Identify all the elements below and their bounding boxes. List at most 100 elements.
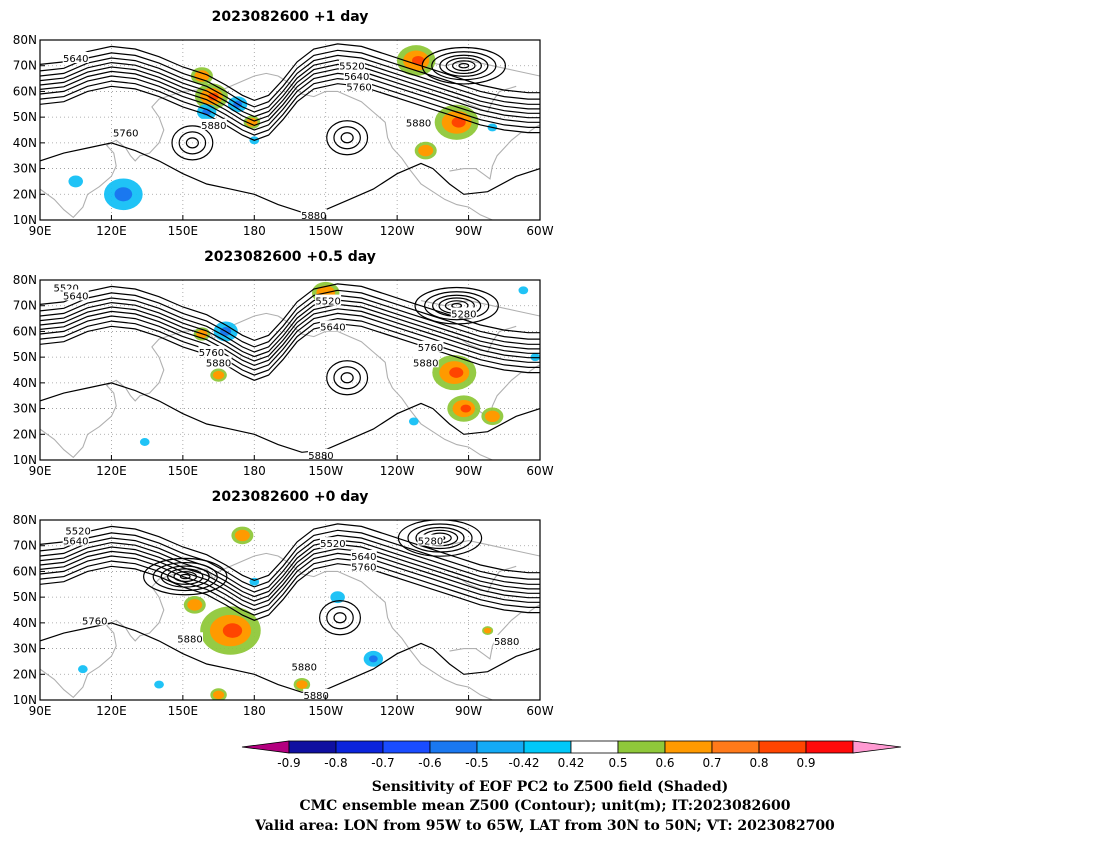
colorbar-swatch — [570, 740, 619, 754]
y-tick-label: 60N — [13, 324, 37, 338]
z500-contour — [40, 563, 540, 621]
contour-label: 5640 — [63, 291, 88, 302]
negative-sensitivity-area — [518, 286, 529, 295]
contour-label-bg — [350, 550, 377, 561]
z500-closed-high — [319, 600, 362, 636]
y-tick-label: 20N — [13, 187, 37, 201]
z500-contour — [40, 548, 540, 607]
z500-closed-high — [340, 132, 354, 144]
positive-sensitivity-core — [212, 370, 225, 380]
colorbar-swatch — [805, 740, 854, 754]
contour-label: 5760 — [199, 348, 224, 359]
contour-label: 5880 — [292, 663, 317, 674]
positive-sensitivity-core — [234, 529, 250, 542]
z500-contour — [40, 77, 540, 136]
z500-closed-high — [178, 131, 207, 155]
contour-label: 5760 — [351, 562, 376, 573]
colorbar-tick-label: -0.6 — [418, 756, 441, 770]
z500-contour-5880 — [40, 622, 540, 693]
caption-line-1: Sensitivity of EOF PC2 to Z500 field (Sh… — [372, 779, 728, 795]
x-tick-label: 120E — [96, 464, 127, 478]
contour-label-bg — [62, 534, 89, 546]
x-tick-label: 90W — [455, 704, 482, 718]
contour-label: 5280 — [418, 537, 443, 548]
x-tick-label: 150E — [168, 704, 199, 718]
z500-contour — [40, 83, 540, 141]
contour-label: 5760 — [346, 82, 371, 93]
z500-contour-5880 — [40, 382, 540, 453]
negative-sensitivity-area — [154, 680, 164, 689]
coastline — [456, 325, 517, 353]
colorbar-low-arrow — [241, 740, 290, 754]
contour-label-bg — [319, 320, 346, 332]
x-tick-label: 60W — [526, 464, 553, 478]
contour-label: 5880 — [201, 121, 226, 132]
positive-sensitivity-core — [296, 680, 308, 689]
map-frame — [39, 279, 541, 461]
negative-sensitivity-area — [139, 438, 150, 446]
z500-closed-low — [445, 57, 483, 75]
contour-label: 5520 — [315, 297, 340, 308]
colorbar-tick-label: 0.7 — [702, 756, 721, 770]
colorbar-swatch — [382, 740, 431, 754]
x-tick-label: 180 — [243, 464, 266, 478]
y-tick-label: 80N — [13, 273, 37, 287]
z500-closed-high — [171, 125, 214, 161]
positive-sensitivity-peak — [451, 117, 466, 128]
contour-label-bg — [53, 281, 80, 293]
z500-contour — [40, 299, 540, 358]
x-tick-label: 120E — [96, 224, 127, 238]
z500-closed-low — [160, 565, 210, 588]
coastline — [456, 565, 517, 593]
coastline — [40, 312, 279, 459]
x-tick-label: 90E — [29, 224, 52, 238]
x-tick-label: 60W — [526, 224, 553, 238]
z500-closed-low — [414, 286, 499, 325]
contour-label-bg — [343, 70, 370, 81]
z500-contour — [40, 312, 540, 371]
colorbar-swatch — [711, 740, 760, 754]
z500-contour — [40, 63, 540, 122]
contour-label: 5760 — [82, 616, 107, 627]
contour-label: 5520 — [339, 62, 364, 73]
z500-closed-high — [333, 366, 361, 390]
z500-closed-low — [421, 46, 507, 85]
y-tick-label: 20N — [13, 427, 37, 441]
contour-label-bg — [350, 560, 377, 572]
z500-closed-low — [415, 526, 465, 550]
negative-sensitivity-area — [330, 591, 345, 604]
contour-label: 5520 — [320, 539, 345, 550]
colorbar-tick-label: 0.8 — [749, 756, 768, 770]
colorbar-swatch — [523, 740, 572, 754]
x-tick-label: 150E — [168, 224, 199, 238]
z500-closed-low — [173, 571, 198, 583]
negative-sensitivity-area — [408, 417, 419, 426]
z500-contour — [40, 323, 540, 381]
z500-contour — [40, 317, 540, 376]
contour-label: 5640 — [351, 552, 376, 563]
contour-label-bg — [62, 289, 89, 301]
contour-label: 5880 — [406, 118, 431, 129]
y-tick-label: 80N — [13, 513, 37, 527]
y-tick-label: 40N — [13, 616, 37, 630]
z500-contour — [40, 308, 540, 367]
x-tick-label: 180 — [243, 224, 266, 238]
y-tick-label: 70N — [13, 539, 37, 553]
y-tick-label: 60N — [13, 84, 37, 98]
colorbar-tick-label: 0.6 — [655, 756, 674, 770]
z500-closed-low — [152, 561, 218, 592]
contour-label-bg — [405, 116, 432, 128]
colorbar-tick-label: 0.42 — [558, 756, 585, 770]
colorbar-tick-label: -0.9 — [277, 756, 300, 770]
positive-sensitivity-core — [212, 690, 225, 700]
z500-closed-low — [439, 54, 489, 77]
colorbar-tick-label: -0.8 — [324, 756, 347, 770]
contour-label-bg — [81, 614, 108, 626]
map-frame — [39, 519, 541, 701]
y-tick-label: 40N — [13, 376, 37, 390]
contour-label: 5880 — [308, 451, 333, 462]
x-tick-label: 150W — [308, 224, 343, 238]
positive-sensitivity-core — [418, 144, 434, 157]
